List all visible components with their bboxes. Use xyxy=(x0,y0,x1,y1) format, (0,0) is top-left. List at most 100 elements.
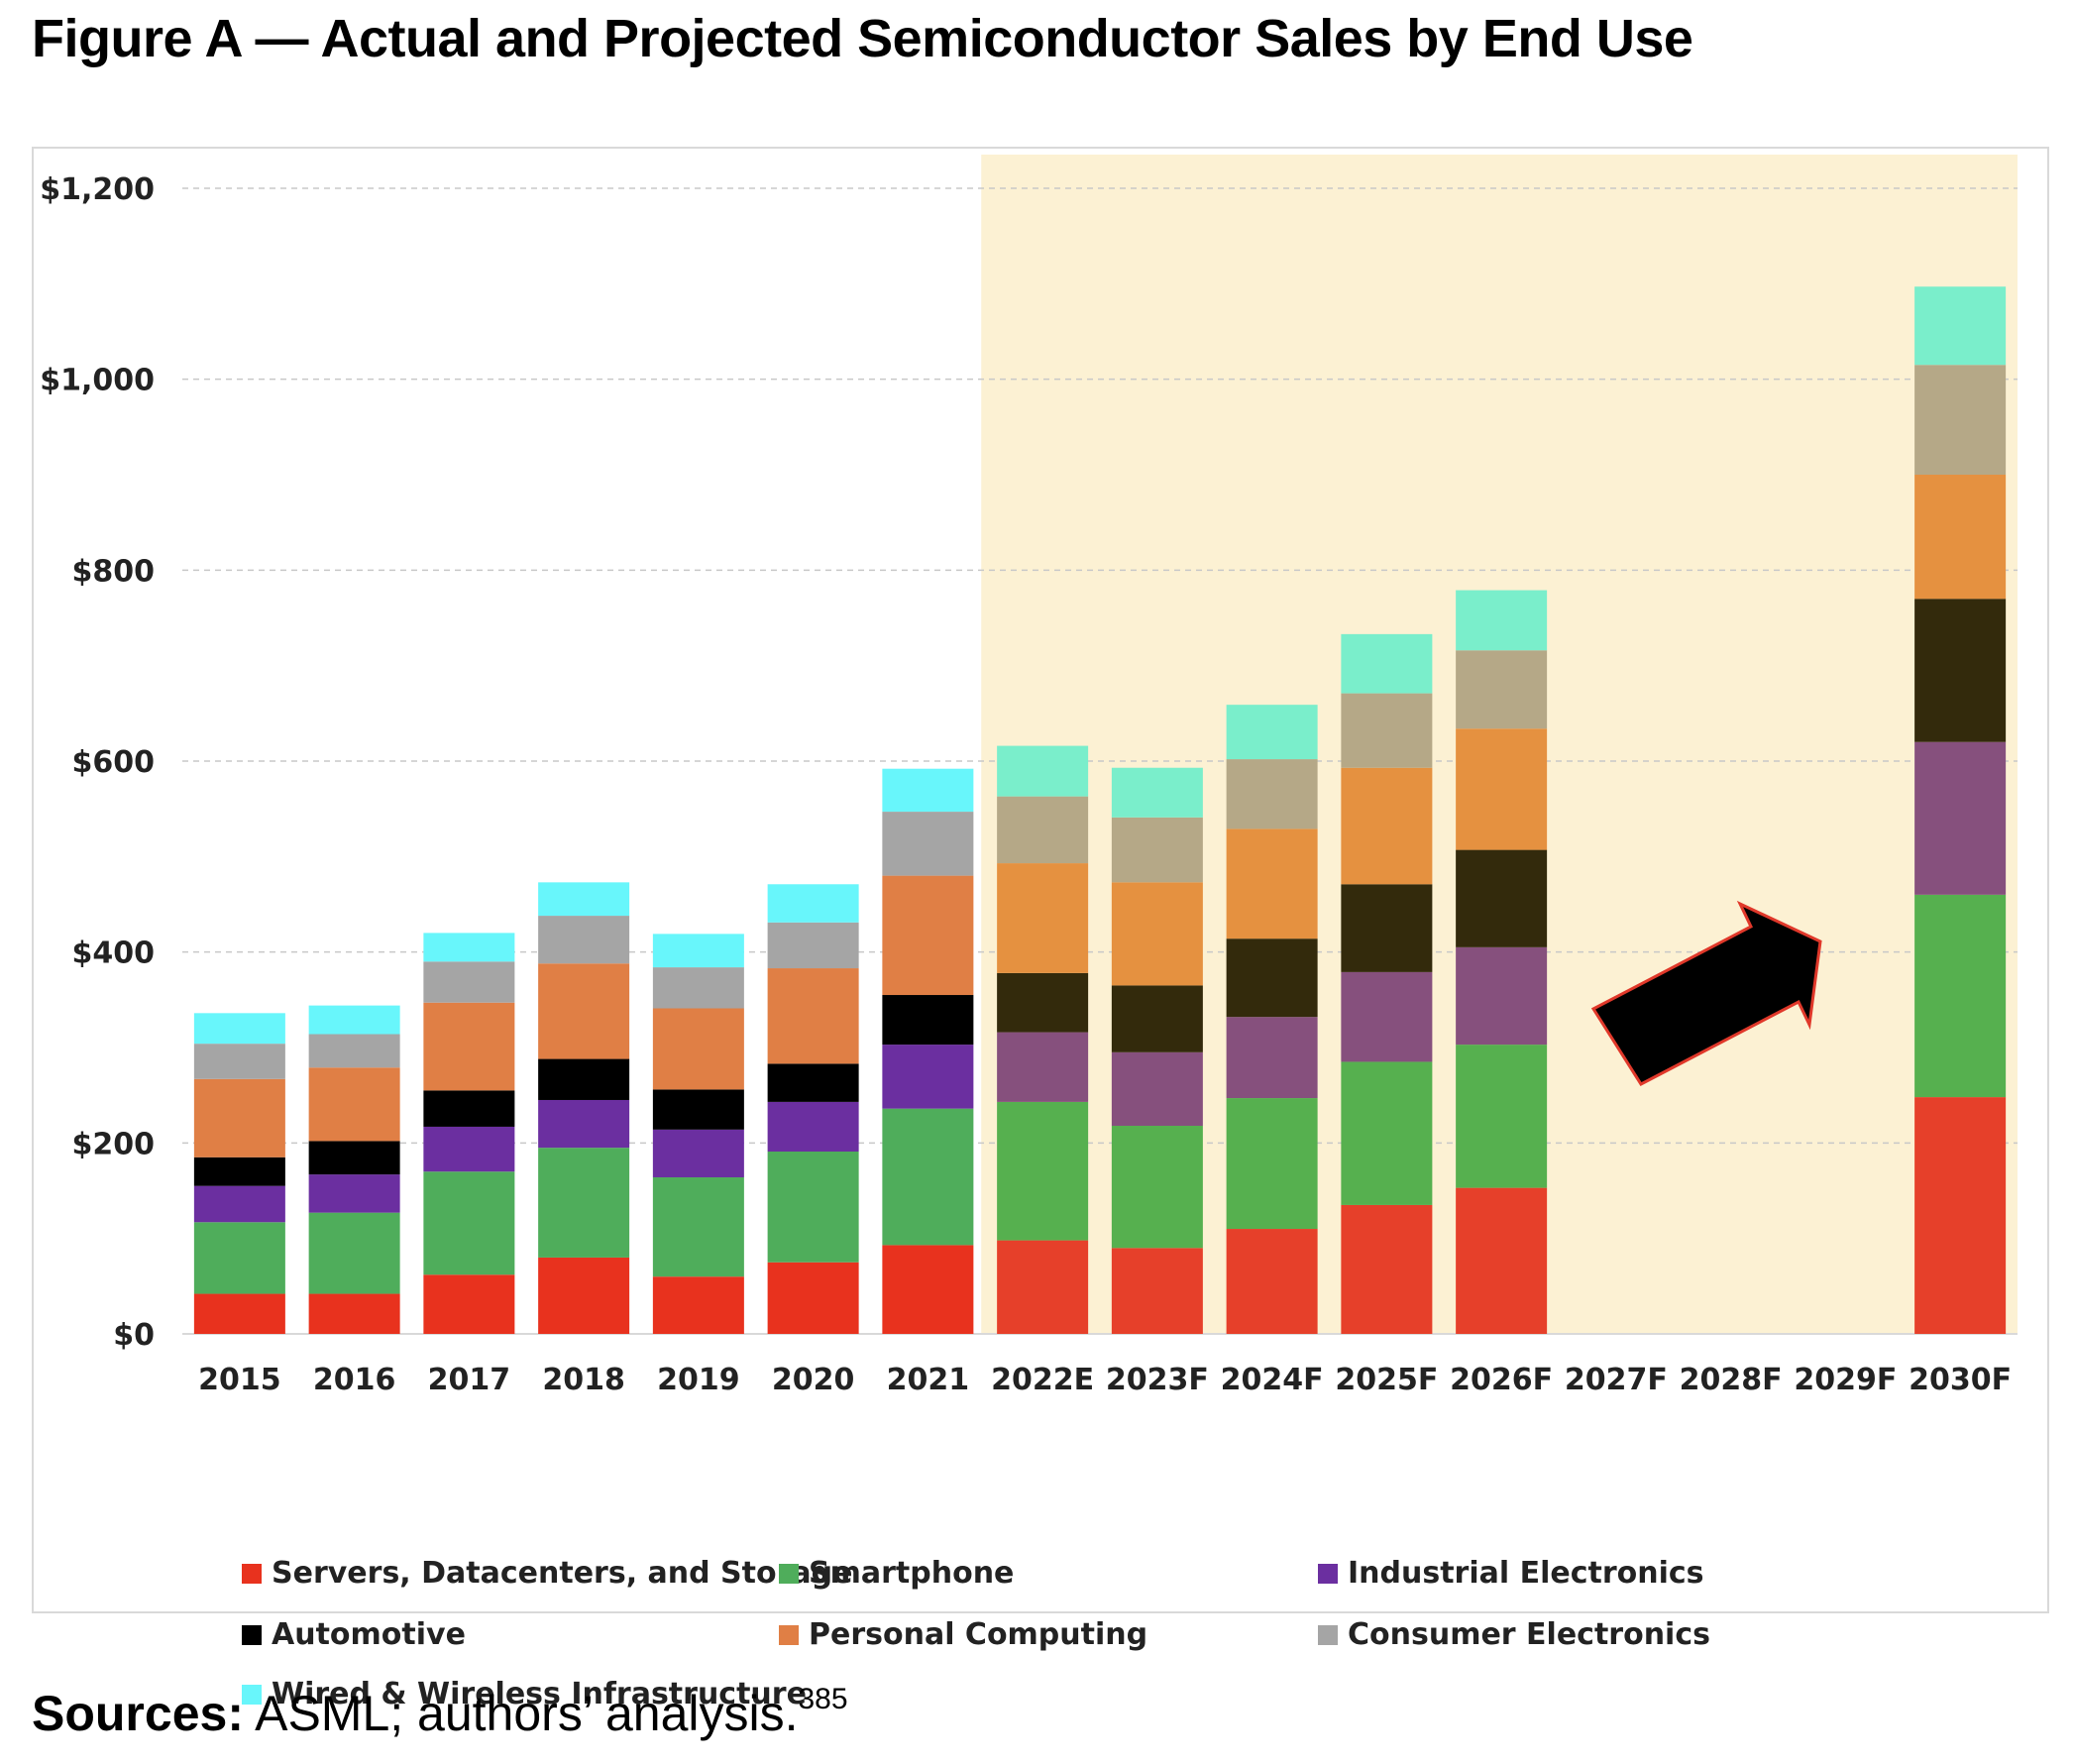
bar-segment xyxy=(1914,741,2007,895)
bar-segment xyxy=(652,1129,744,1178)
stacked-bar-chart: $0$200$400$600$800$1,000$1,200 2015 2016 2… xyxy=(40,155,2018,1397)
legend-item: Wired & Wireless Infrastructure xyxy=(242,1677,807,1711)
bar-segment xyxy=(1341,693,1433,768)
x-tick-label: 2027F xyxy=(1565,1363,1668,1397)
x-tick-label: 2024F xyxy=(1221,1363,1324,1397)
x-tick-label: 2025F xyxy=(1335,1363,1438,1397)
bar-segment xyxy=(308,1293,400,1334)
x-tick-label: 2030F xyxy=(1909,1363,2012,1397)
legend-label: Automotive xyxy=(272,1617,466,1652)
x-tick-label: 2029F xyxy=(1794,1363,1897,1397)
bar-segment xyxy=(193,1044,285,1079)
bar-segment xyxy=(1914,599,2007,742)
bar-segment xyxy=(193,1185,285,1223)
bar-segment xyxy=(997,796,1089,864)
y-axis-tick-labels: $0 $200 $400 $600 $800 $1,000 $1,200 xyxy=(40,172,155,1353)
bar-segment xyxy=(308,1034,400,1068)
x-tick-label: 2021 xyxy=(887,1363,970,1397)
x-tick-label: 2015 xyxy=(198,1363,281,1397)
bar-segment xyxy=(1914,1097,2007,1334)
legend-item: Automotive xyxy=(242,1617,466,1652)
bar-segment xyxy=(767,884,859,923)
legend-item: Smartphone xyxy=(779,1556,1014,1591)
bar-segment xyxy=(1456,1187,1548,1334)
y-tick-label: $200 xyxy=(72,1127,156,1161)
bar-segment xyxy=(1341,633,1433,694)
bar-segment xyxy=(882,995,974,1046)
bar-segment xyxy=(997,745,1089,797)
y-tick-label: $800 xyxy=(72,554,156,589)
x-tick-label: 2028F xyxy=(1680,1363,1783,1397)
bar-segment xyxy=(1226,1229,1318,1334)
bar-segment xyxy=(767,1063,859,1102)
legend-swatch xyxy=(1318,1624,1338,1645)
legend-label: Servers, Datacenters, and Storage xyxy=(272,1556,853,1591)
x-tick-label: 2022E xyxy=(991,1363,1094,1397)
bar-segment xyxy=(1111,1248,1203,1334)
bar-segment xyxy=(652,967,744,1009)
bar-segment xyxy=(1111,817,1203,883)
bar-segment xyxy=(538,1058,630,1100)
sources-text: ASML; authors’ analysis. xyxy=(243,1686,799,1741)
sources-note: Sources: ASML; authors’ analysis.385 xyxy=(32,1683,848,1742)
bar-segment xyxy=(423,1126,515,1172)
bars xyxy=(193,286,2007,1334)
legend-item: Personal Computing xyxy=(779,1617,1147,1652)
y-tick-label: $1,000 xyxy=(40,364,155,398)
sources-footnote: 385 xyxy=(798,1683,848,1716)
legend-item: Consumer Electronics xyxy=(1318,1617,1710,1652)
legend-swatch xyxy=(779,1563,799,1584)
legend-swatch xyxy=(242,1624,262,1645)
bar-segment xyxy=(193,1222,285,1294)
bar-segment xyxy=(1341,884,1433,972)
x-tick-label: 2016 xyxy=(313,1363,396,1397)
bar-segment xyxy=(1914,475,2007,600)
sources-label: Sources: xyxy=(32,1686,244,1741)
bar-segment xyxy=(652,1008,744,1090)
bar-segment xyxy=(882,1045,974,1109)
legend-label: Wired & Wireless Infrastructure xyxy=(272,1677,807,1711)
bar-segment xyxy=(1111,1125,1203,1249)
bar-segment xyxy=(1914,894,2007,1098)
bar-segment xyxy=(308,1174,400,1213)
bar-segment xyxy=(1456,728,1548,850)
bar-segment xyxy=(193,1293,285,1334)
bar-segment xyxy=(538,1099,630,1149)
y-tick-label: $400 xyxy=(72,937,156,971)
bar-segment xyxy=(652,934,744,968)
bar-segment xyxy=(767,1101,859,1153)
bar-segment xyxy=(538,1148,630,1258)
bar-segment xyxy=(1111,1051,1203,1126)
bar-segment xyxy=(1111,767,1203,818)
bar-segment xyxy=(1341,1204,1433,1334)
bar-segment xyxy=(882,1245,974,1334)
legend-swatch xyxy=(779,1624,799,1645)
bar-segment xyxy=(767,1262,859,1334)
bar-segment xyxy=(997,1032,1089,1102)
legend-item: Industrial Electronics xyxy=(1318,1556,1704,1591)
bar-segment xyxy=(882,768,974,813)
bar-segment xyxy=(423,1171,515,1275)
bar-segment xyxy=(652,1089,744,1130)
bar-segment xyxy=(423,1274,515,1334)
figure-title: Figure A — Actual and Projected Semicond… xyxy=(32,9,1693,68)
y-tick-label: $0 xyxy=(113,1318,155,1353)
legend-swatch xyxy=(242,1684,262,1705)
bar-segment xyxy=(308,1005,400,1035)
bar-segment xyxy=(997,972,1089,1033)
legend-label: Personal Computing xyxy=(809,1617,1148,1652)
bar-segment xyxy=(1226,938,1318,1018)
bar-segment xyxy=(308,1212,400,1294)
bar-segment xyxy=(882,1108,974,1246)
legend-label: Industrial Electronics xyxy=(1348,1556,1704,1591)
bar-segment xyxy=(1341,1061,1433,1205)
legend-swatch xyxy=(1318,1563,1338,1584)
bar-segment xyxy=(1226,705,1318,760)
x-tick-label: 2018 xyxy=(542,1363,625,1397)
x-tick-label: 2026F xyxy=(1450,1363,1553,1397)
bar-segment xyxy=(308,1067,400,1142)
bar-segment xyxy=(308,1141,400,1175)
legend-label: Consumer Electronics xyxy=(1348,1617,1710,1652)
bar-segment xyxy=(652,1177,744,1277)
bar-segment xyxy=(1456,650,1548,729)
